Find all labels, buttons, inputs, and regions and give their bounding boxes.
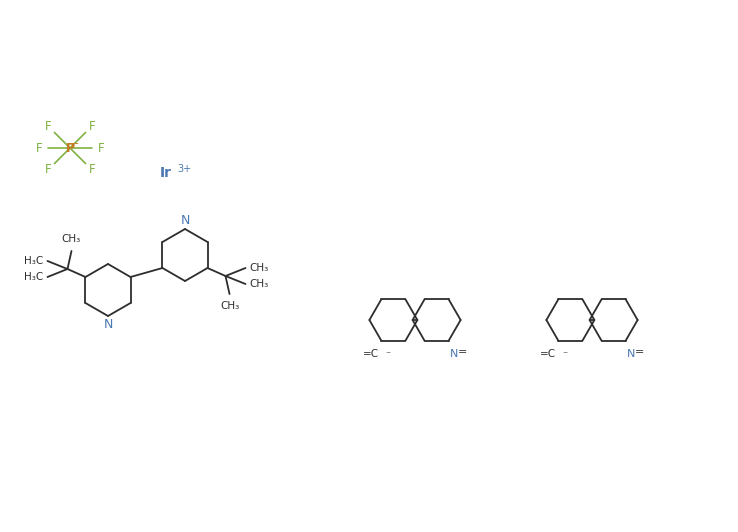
Text: ⁻: ⁻ xyxy=(562,350,568,360)
Text: =C: =C xyxy=(363,349,379,359)
Text: =: = xyxy=(635,347,644,357)
Text: F: F xyxy=(89,120,95,132)
Text: N: N xyxy=(449,349,458,359)
Text: H₃C: H₃C xyxy=(24,256,44,266)
Text: Ir: Ir xyxy=(160,166,172,180)
Text: =C: =C xyxy=(540,349,556,359)
Text: N: N xyxy=(103,319,113,331)
Text: CH₃: CH₃ xyxy=(249,279,269,289)
Text: CH₃: CH₃ xyxy=(220,301,239,311)
Text: F: F xyxy=(35,142,42,154)
Text: H₃C: H₃C xyxy=(24,272,44,282)
Text: F: F xyxy=(45,163,52,177)
Text: −: − xyxy=(71,139,79,149)
Text: =: = xyxy=(458,347,467,357)
Text: F: F xyxy=(45,120,52,132)
Text: CH₃: CH₃ xyxy=(62,234,81,244)
Text: CH₃: CH₃ xyxy=(249,263,269,273)
Text: P: P xyxy=(66,142,75,154)
Text: F: F xyxy=(97,142,104,154)
Text: N: N xyxy=(627,349,635,359)
Text: F: F xyxy=(89,163,95,177)
Text: 3+: 3+ xyxy=(177,164,191,174)
Text: ⁻: ⁻ xyxy=(385,350,390,360)
Text: N: N xyxy=(180,213,190,227)
